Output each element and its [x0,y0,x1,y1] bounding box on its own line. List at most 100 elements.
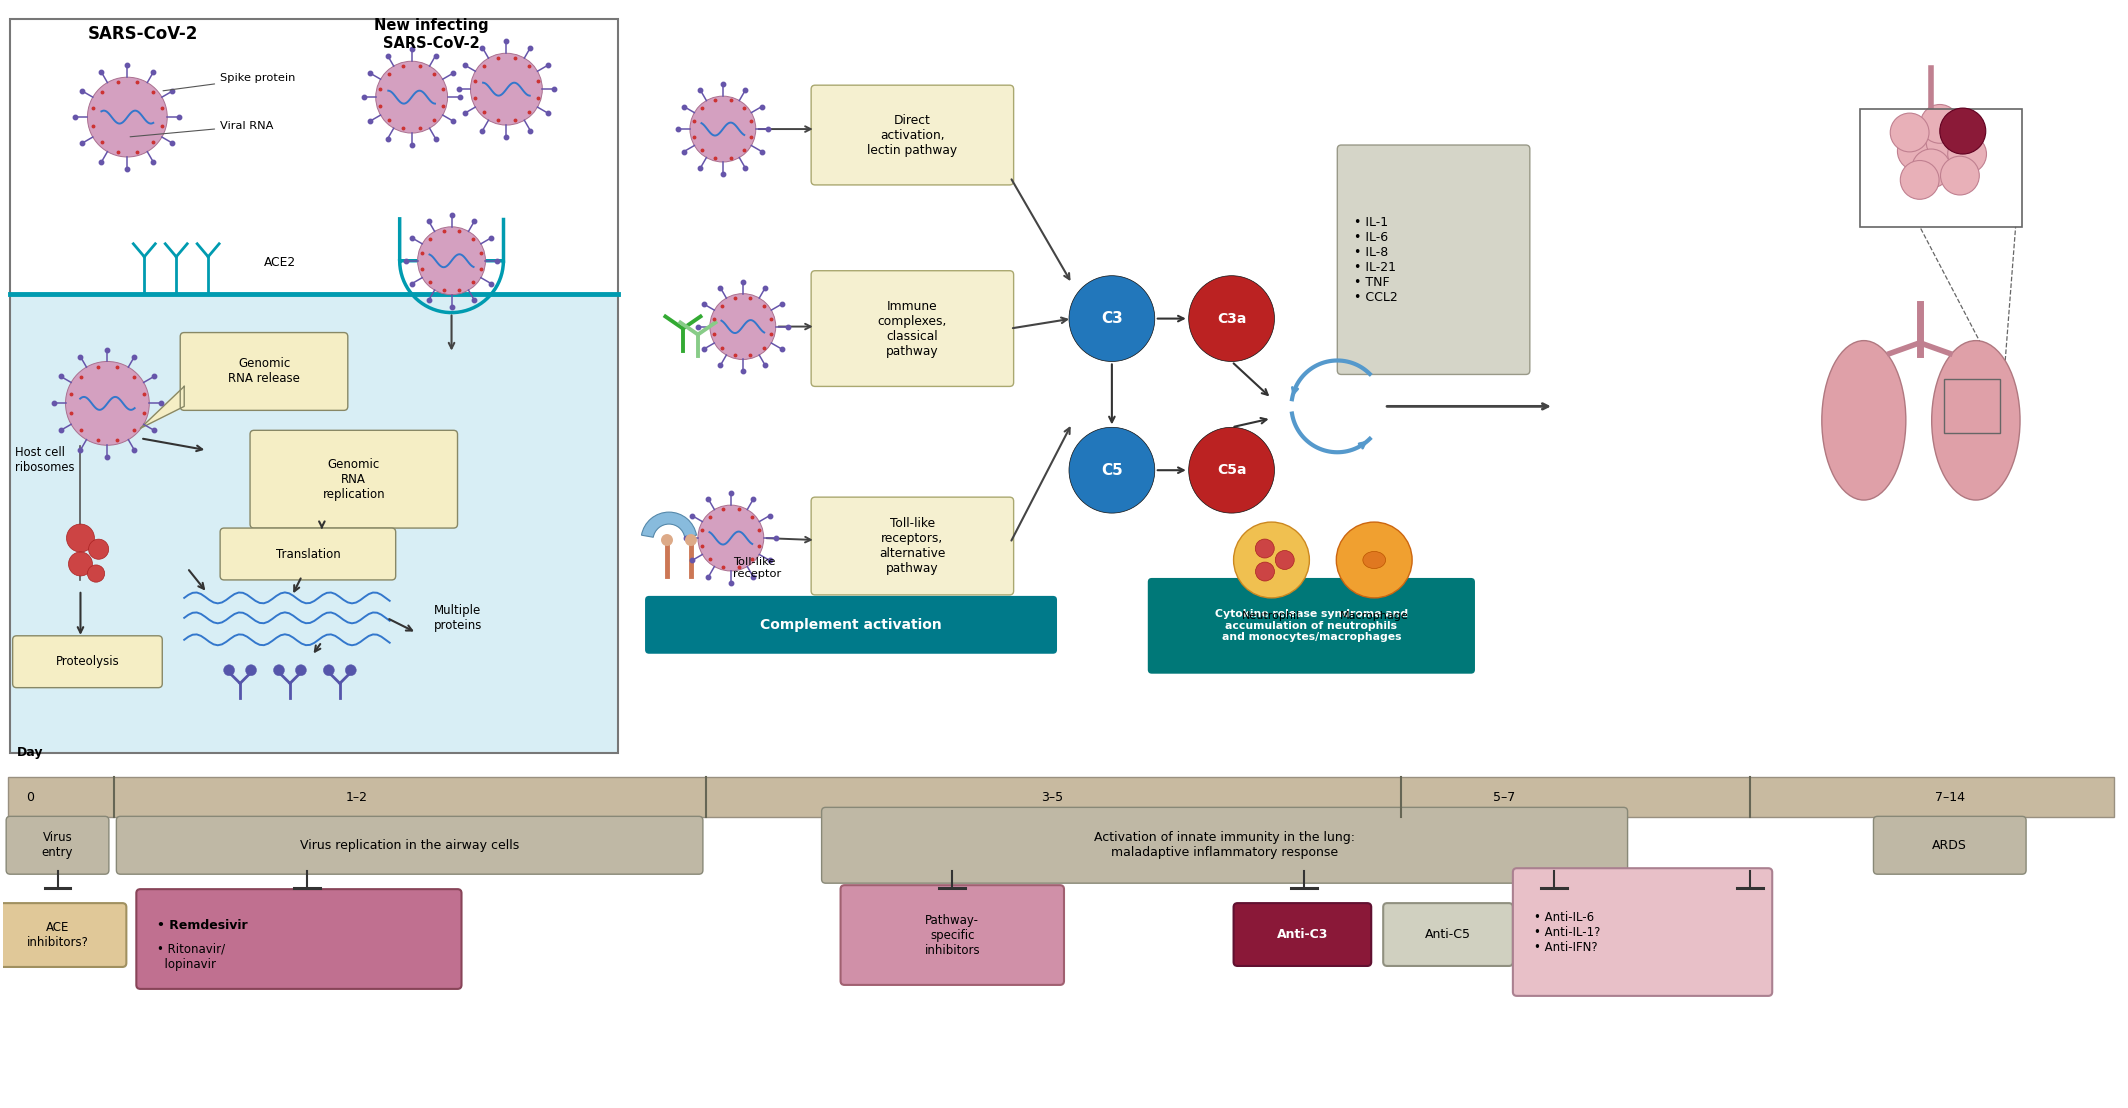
Circle shape [323,665,334,676]
FancyBboxPatch shape [1147,578,1475,674]
Text: ARDS: ARDS [1932,839,1966,852]
Circle shape [1926,123,1964,162]
Text: Cytokine release syndrome and
accumulation of neutrophils
and monocytes/macropha: Cytokine release syndrome and accumulati… [1215,609,1409,643]
Circle shape [223,665,234,676]
Text: Direct
activation,
lectin pathway: Direct activation, lectin pathway [868,113,958,156]
Text: Macrophage: Macrophage [1341,611,1409,620]
Text: C5a: C5a [1217,463,1247,478]
Text: 1–2: 1–2 [345,791,368,804]
Circle shape [296,665,306,676]
Circle shape [689,96,755,162]
Circle shape [66,361,149,445]
Text: Viral RNA: Viral RNA [130,121,275,136]
Text: 7–14: 7–14 [1934,791,1964,804]
Circle shape [1919,104,1960,143]
Text: Anti-C5: Anti-C5 [1426,929,1470,941]
Circle shape [245,665,257,676]
Circle shape [345,665,355,676]
Text: Toll-like
receptors,
alternative
pathway: Toll-like receptors, alternative pathway [879,517,945,575]
Text: Pathway-
specific
inhibitors: Pathway- specific inhibitors [924,913,981,956]
Text: • Remdesivir: • Remdesivir [157,919,247,932]
Circle shape [1947,135,1985,174]
Text: SARS-CoV-2: SARS-CoV-2 [87,25,198,43]
Text: C3: C3 [1100,311,1124,326]
Polygon shape [140,387,185,429]
Circle shape [1190,276,1275,361]
Circle shape [1900,161,1939,199]
Circle shape [1941,156,1979,195]
Circle shape [87,78,168,157]
Text: ACE2: ACE2 [264,256,296,269]
Text: • Ritonavir/
  lopinavir: • Ritonavir/ lopinavir [157,943,226,971]
FancyBboxPatch shape [11,294,617,752]
Circle shape [68,552,92,576]
Text: Genomic
RNA release: Genomic RNA release [228,358,300,386]
FancyBboxPatch shape [811,85,1013,185]
Text: Host cell
ribosomes: Host cell ribosomes [15,447,74,474]
Circle shape [711,294,777,359]
Circle shape [377,61,447,133]
Circle shape [685,534,698,546]
Text: Toll-like
receptor: Toll-like receptor [732,557,781,578]
Text: • Anti-IL-6
• Anti-IL-1?
• Anti-IFN?: • Anti-IL-6 • Anti-IL-1? • Anti-IFN? [1534,911,1600,954]
FancyBboxPatch shape [9,778,2115,818]
FancyBboxPatch shape [811,497,1013,595]
Text: Immune
complexes,
classical
pathway: Immune complexes, classical pathway [877,299,947,358]
Circle shape [1190,428,1275,513]
Circle shape [1256,540,1275,558]
Circle shape [662,534,672,546]
FancyBboxPatch shape [1873,817,2026,874]
FancyBboxPatch shape [136,889,462,989]
FancyBboxPatch shape [11,19,617,294]
Circle shape [470,53,543,125]
Text: 3–5: 3–5 [1041,791,1064,804]
FancyBboxPatch shape [219,529,396,579]
Circle shape [1068,428,1156,513]
Text: 5–7: 5–7 [1492,791,1515,804]
Wedge shape [641,512,696,537]
Text: Activation of innate immunity in the lung:
maladaptive inflammatory response: Activation of innate immunity in the lun… [1094,831,1356,860]
FancyBboxPatch shape [251,430,458,529]
FancyBboxPatch shape [13,636,162,688]
Text: Spike protein: Spike protein [164,73,296,91]
Text: Complement activation: Complement activation [760,618,941,632]
Ellipse shape [1362,552,1385,568]
FancyBboxPatch shape [645,596,1058,654]
Circle shape [275,665,285,676]
Circle shape [1890,113,1928,152]
Text: Genomic
RNA
replication: Genomic RNA replication [323,458,385,501]
FancyBboxPatch shape [0,903,126,967]
Circle shape [1256,562,1275,581]
Text: Neutrophil: Neutrophil [1243,611,1300,620]
Text: Day: Day [17,746,45,759]
Circle shape [66,524,94,552]
Circle shape [1234,522,1309,598]
FancyBboxPatch shape [6,817,109,874]
Ellipse shape [1822,340,1907,500]
Text: Virus replication in the airway cells: Virus replication in the airway cells [300,839,519,852]
Ellipse shape [1932,340,2019,500]
Text: Virus
entry: Virus entry [43,831,72,860]
Circle shape [89,540,109,560]
Circle shape [1336,522,1413,598]
FancyBboxPatch shape [821,808,1628,883]
FancyBboxPatch shape [117,817,702,874]
FancyBboxPatch shape [1234,903,1370,966]
Text: Translation: Translation [275,547,340,561]
Circle shape [1911,148,1951,187]
Text: 0: 0 [26,791,34,804]
Circle shape [417,227,485,295]
Circle shape [1898,132,1936,171]
Text: Proteolysis: Proteolysis [55,655,119,668]
Text: C5: C5 [1100,463,1124,478]
Text: • IL-1
• IL-6
• IL-8
• IL-21
• TNF
• CCL2: • IL-1 • IL-6 • IL-8 • IL-21 • TNF • CCL… [1353,216,1398,304]
Circle shape [1275,551,1294,570]
FancyBboxPatch shape [181,332,347,410]
Text: C3a: C3a [1217,311,1247,326]
Circle shape [1941,109,1985,154]
Circle shape [87,565,104,582]
FancyBboxPatch shape [1513,869,1773,996]
Text: Multiple
proteins: Multiple proteins [434,604,481,632]
Text: Anti-C3: Anti-C3 [1277,929,1328,941]
FancyBboxPatch shape [811,270,1013,387]
